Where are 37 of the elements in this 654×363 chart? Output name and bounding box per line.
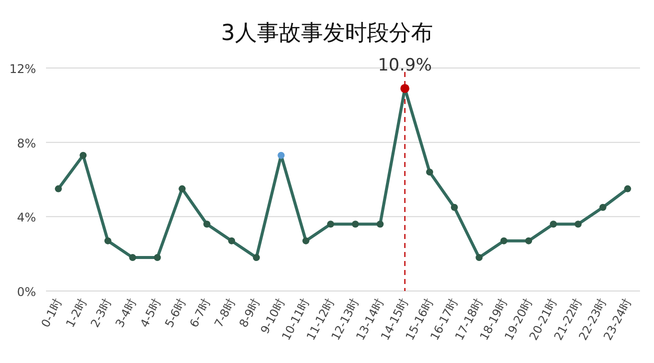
x-tick-label: 5-6时 [162, 296, 189, 330]
point [154, 254, 161, 262]
point [624, 185, 632, 192]
y-tick-label: 0% [16, 285, 36, 299]
point [450, 204, 458, 211]
x-tick-label: 6-7时 [186, 296, 214, 330]
chart-title: 3人事故事发时段分布 [221, 21, 433, 46]
point [426, 168, 434, 176]
point [352, 220, 359, 228]
point [525, 237, 532, 244]
point [104, 237, 112, 244]
point [178, 185, 186, 192]
x-tick-label: 2-3时 [88, 296, 115, 330]
x-tick-label: 7-8时 [211, 296, 238, 330]
point [302, 237, 310, 244]
x-tick-label: 1-2时 [62, 296, 90, 330]
x-tick-label: 0-1时 [38, 296, 66, 330]
point [252, 254, 260, 262]
y-tick-label: 12% [9, 62, 36, 76]
point [80, 152, 87, 159]
point [278, 152, 285, 159]
y-tick-label: 8% [16, 136, 36, 150]
x-tick-label: 3-4时 [112, 296, 140, 330]
point [376, 220, 384, 228]
point [54, 185, 62, 192]
point [550, 220, 557, 228]
point [500, 237, 508, 244]
point [327, 220, 334, 228]
annotation: 10.9% [378, 55, 432, 76]
point [129, 254, 136, 262]
point [228, 237, 236, 244]
point [599, 204, 606, 211]
point [203, 220, 210, 228]
point [574, 220, 582, 228]
point [476, 254, 483, 262]
x-tick-label: 4-5时 [137, 296, 164, 330]
y-tick-label: 4% [16, 210, 36, 225]
